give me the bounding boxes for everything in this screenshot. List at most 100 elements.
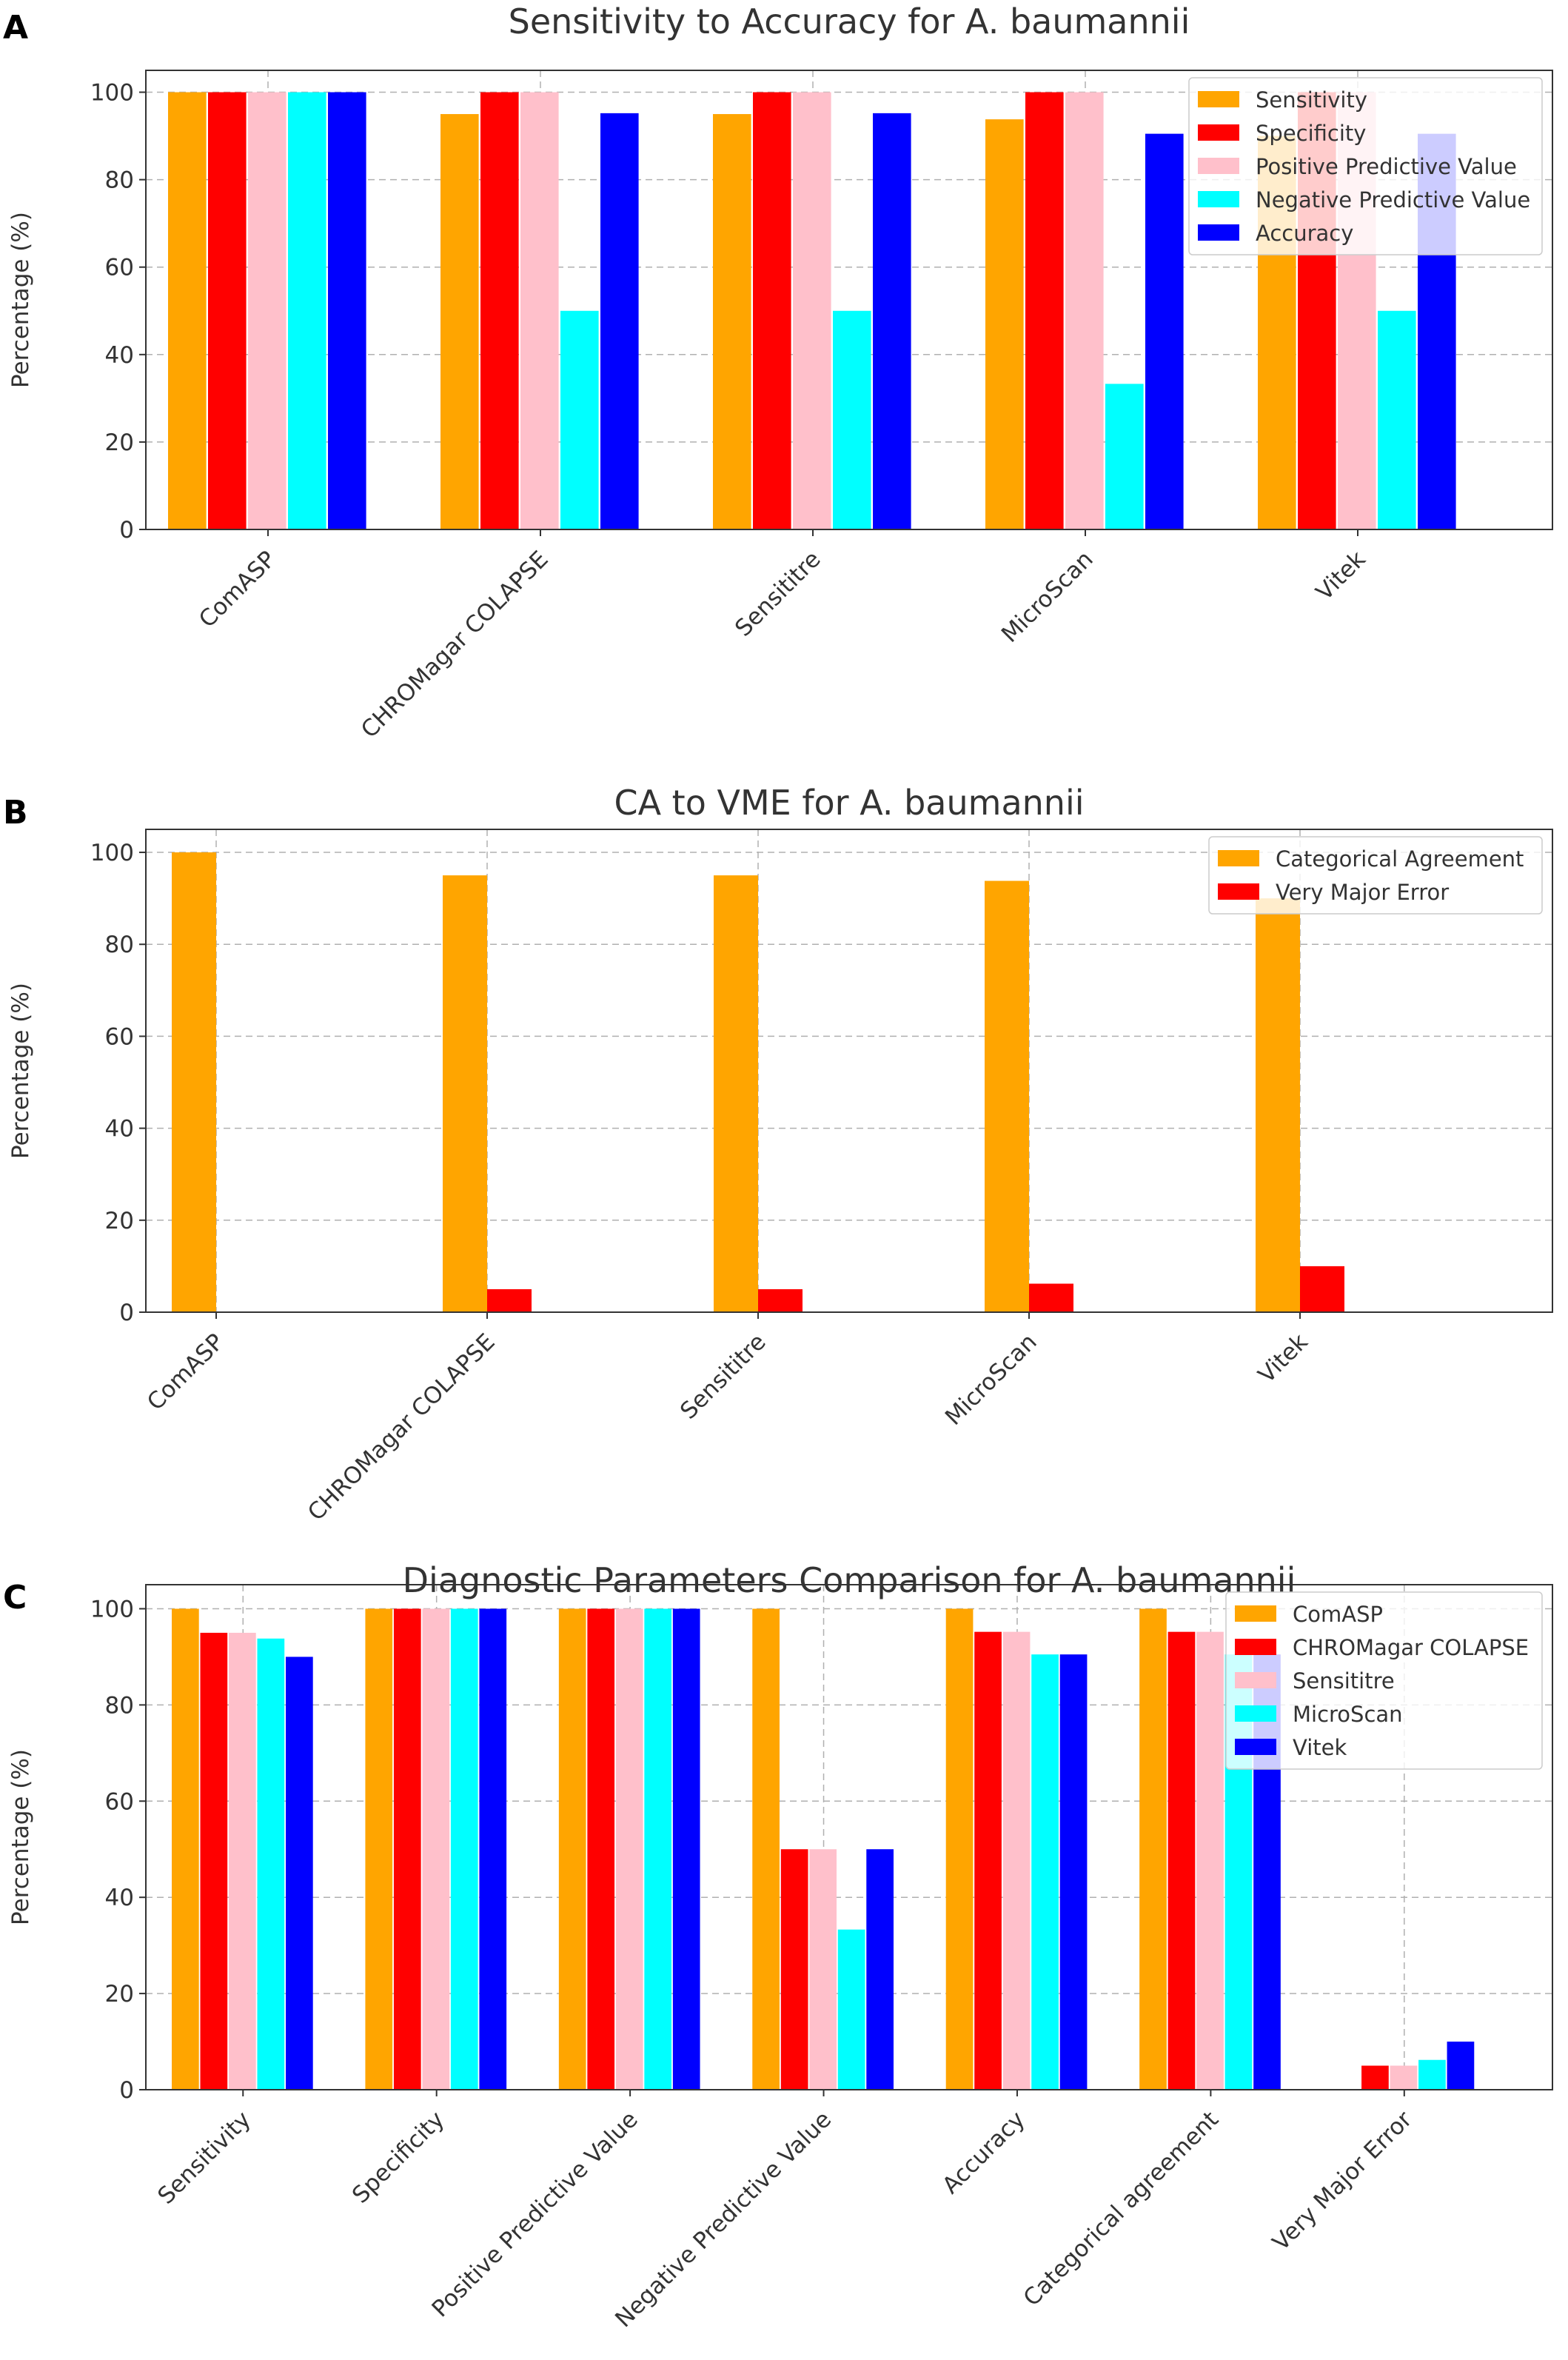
- legend-frame: [1188, 77, 1543, 255]
- panel-letter-a: A: [3, 9, 28, 47]
- y-tick-label: 80: [105, 1692, 134, 1719]
- x-tick-label-comasp: ComASP: [194, 546, 281, 633]
- x-tick-label-positive-predictive-value: Positive Predictive Value: [427, 2106, 643, 2322]
- x-tick-label-chromagar-colapse: CHROMagar COLAPSE: [356, 546, 554, 743]
- bar-specificity-sensititre: [753, 92, 791, 530]
- chart-ca-to-vme: CA to VME for A. baumannii Percentage (%)…: [7, 783, 1553, 1526]
- y-tick-label: 40: [105, 1116, 134, 1143]
- bar-vitek-very-major-error: [1447, 2042, 1475, 2090]
- bar-vitek-sensitivity: [286, 1657, 313, 2090]
- bar-vitek-specificity: [479, 1608, 507, 2090]
- y-tick-label: 100: [90, 1596, 134, 1622]
- chart-title: CA to VME for A. baumannii: [614, 783, 1084, 823]
- y-tick-label: 0: [119, 1300, 134, 1326]
- legend-label-specificity: Specificity: [1256, 121, 1366, 146]
- y-tick-label: 40: [105, 342, 134, 369]
- bar-very-major-error-chromagar-colapse: [487, 1288, 532, 1312]
- legend: Sensitivity Specificity Positive Predictiv…: [1188, 77, 1543, 255]
- legend-swatch-categorical-agreement: [1218, 850, 1259, 866]
- x-tick-label-specificity: Specificity: [347, 2106, 449, 2208]
- y-tick-label: 100: [90, 840, 134, 866]
- legend-label-vitek: Vitek: [1293, 1735, 1347, 1760]
- legend-label-comasp: ComASP: [1293, 1602, 1383, 1627]
- y-tick-label: 80: [105, 932, 134, 958]
- legend-swatch-negative-predictive-value: [1198, 191, 1239, 207]
- x-tick-label-categorical-agreement: Categorical agreement: [1019, 2106, 1224, 2311]
- y-tick-label: 60: [105, 1023, 134, 1050]
- legend: Categorical Agreement Very Major Error: [1208, 836, 1543, 915]
- x-tick-label-microscan: MicroScan: [996, 546, 1099, 648]
- bar-accuracy-microscan: [1145, 133, 1184, 530]
- bar-very-major-error-microscan: [1029, 1283, 1073, 1312]
- legend-label-sensitivity: Sensitivity: [1256, 87, 1367, 113]
- bar-chromagar-colapse-very-major-error: [1361, 2065, 1389, 2090]
- bar-sensititre-categorical-agreement: [1196, 1631, 1224, 2090]
- y-tick-label: 0: [119, 2077, 134, 2104]
- bar-positive-predictive-value-comasp: [248, 92, 287, 530]
- y-axis-label: Percentage (%): [7, 1749, 34, 1925]
- legend: ComASP CHROMagar COLAPSE Sensititre MicroSc…: [1225, 1591, 1543, 1770]
- x-tick-label-comasp: ComASP: [142, 1328, 229, 1416]
- plot-frame: [145, 1584, 1553, 2090]
- bar-chromagar-colapse-specificity: [393, 1608, 421, 2090]
- x-tick-label-vitek: Vitek: [1311, 546, 1371, 606]
- legend-swatch-positive-predictive-value: [1198, 158, 1239, 174]
- legend-swatch-microscan: [1235, 1705, 1276, 1722]
- bar-sensititre-accuracy: [1002, 1631, 1031, 2090]
- bar-chromagar-colapse-negative-predictive-value: [780, 1849, 808, 2090]
- y-tick-label: 20: [105, 429, 134, 456]
- y-tick-label: 60: [105, 255, 134, 281]
- bar-microscan-very-major-error: [1418, 2059, 1446, 2090]
- bar-sensititre-positive-predictive-value: [615, 1608, 643, 2090]
- bar-categorical-agreement-sensititre: [714, 875, 758, 1312]
- bar-vitek-negative-predictive-value: [866, 1849, 894, 2090]
- bar-specificity-comasp: [208, 92, 247, 530]
- bar-negative-predictive-value-chromagar-colapse: [560, 310, 599, 529]
- bar-comasp-specificity: [365, 1608, 393, 2090]
- bar-specificity-chromagar-colapse: [480, 92, 519, 530]
- bar-sensitivity-microscan: [985, 119, 1024, 530]
- legend-frame: [1208, 836, 1543, 915]
- legend-label-positive-predictive-value: Positive Predictive Value: [1256, 154, 1517, 179]
- bar-specificity-microscan: [1025, 92, 1064, 530]
- legend-label-negative-predictive-value: Negative Predictive Value: [1256, 187, 1530, 213]
- y-tick-label: 60: [105, 1788, 134, 1815]
- bar-chromagar-colapse-sensitivity: [200, 1632, 228, 2090]
- chart-title: Sensitivity to Accuracy for A. baumannii: [509, 1, 1190, 41]
- bar-positive-predictive-value-microscan: [1065, 92, 1104, 530]
- bar-vitek-positive-predictive-value: [672, 1608, 700, 2090]
- bar-accuracy-comasp: [328, 92, 366, 530]
- bar-vitek-accuracy: [1059, 1654, 1088, 2090]
- x-tick-label-microscan: MicroScan: [940, 1328, 1042, 1431]
- y-tick-label: 20: [105, 1981, 134, 2008]
- bar-negative-predictive-value-microscan: [1105, 384, 1144, 529]
- bar-sensitivity-chromagar-colapse: [440, 114, 479, 530]
- bar-microscan-specificity: [450, 1608, 478, 2090]
- bar-categorical-agreement-comasp: [172, 852, 216, 1312]
- legend-label-sensititre: Sensititre: [1293, 1668, 1395, 1694]
- bar-chromagar-colapse-accuracy: [974, 1631, 1002, 2090]
- legend-swatch-accuracy: [1198, 224, 1239, 241]
- panel-letter-c: C: [3, 1579, 27, 1617]
- legend-swatch-vitek: [1235, 1739, 1276, 1755]
- bar-comasp-positive-predictive-value: [558, 1608, 586, 2090]
- bar-microscan-positive-predictive-value: [644, 1608, 672, 2090]
- bar-negative-predictive-value-comasp: [288, 92, 326, 530]
- bar-sensititre-specificity: [422, 1608, 450, 2090]
- legend-swatch-comasp: [1235, 1605, 1276, 1622]
- bar-sensitivity-sensititre: [713, 114, 751, 530]
- bar-accuracy-sensititre: [873, 113, 911, 529]
- bar-very-major-error-sensititre: [758, 1288, 803, 1312]
- x-tick-label-sensitivity: Sensitivity: [153, 2106, 256, 2210]
- panel-letter-b: B: [3, 794, 28, 832]
- y-tick-label: 20: [105, 1208, 134, 1234]
- bar-positive-predictive-value-sensititre: [793, 92, 831, 530]
- bar-microscan-accuracy: [1031, 1654, 1059, 2090]
- x-tick-label-negative-predictive-value: Negative Predictive Value: [610, 2106, 837, 2333]
- y-tick-label: 80: [105, 167, 134, 194]
- legend-frame: [1225, 1591, 1543, 1770]
- plot-frame: [145, 829, 1553, 1313]
- y-axis-label: Percentage (%): [7, 983, 34, 1159]
- bar-positive-predictive-value-chromagar-colapse: [520, 92, 559, 530]
